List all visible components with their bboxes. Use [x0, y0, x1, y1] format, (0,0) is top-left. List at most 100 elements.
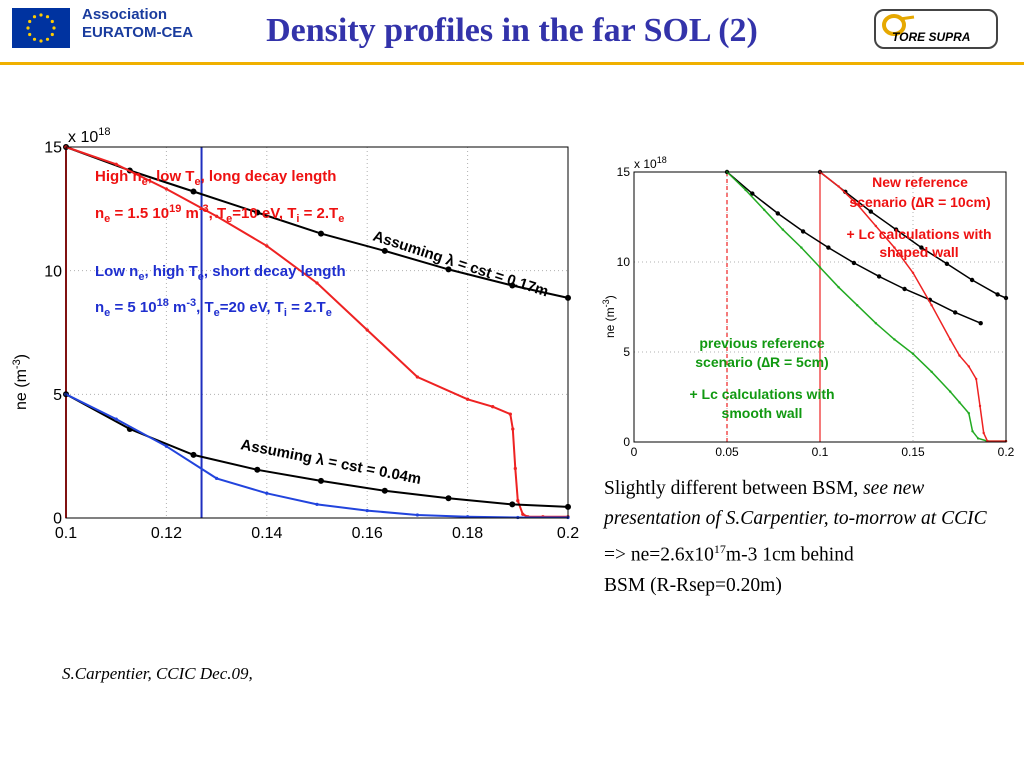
data-point: [874, 224, 878, 228]
caption-line2b: m-3 1cm behind: [725, 544, 854, 566]
org-line2: EURATOM-CEA: [82, 24, 194, 41]
data-point: [851, 260, 857, 266]
assume-short-label: Assuming λ = cst = 0.04m: [239, 436, 422, 488]
data-point: [967, 365, 971, 368]
data-point: [948, 390, 952, 393]
data-point: [508, 412, 512, 416]
right-chart: 0 0.05 0.1 0.15 0.2 0 5 10 15 x 1018 ne (m-3) N…: [601, 155, 1015, 459]
assume-long-label: Assuming λ = cst = 0.17m: [371, 228, 551, 301]
left-chart-ylabel: ne (m-3): [11, 354, 30, 410]
data-point: [381, 487, 388, 494]
data-point: [214, 476, 219, 481]
data-point: [911, 271, 915, 275]
left-chart-multiplier: x 1018: [68, 126, 111, 146]
eu-star-icon: [32, 37, 37, 41]
x-tick-label: 0.16: [352, 525, 383, 540]
x-tick-label: 0.2: [557, 525, 579, 540]
data-point: [948, 338, 952, 341]
data-point: [164, 444, 169, 448]
eu-star-icon: [50, 19, 54, 24]
eu-star-icon: [28, 32, 32, 37]
x-tick-label: 0.14: [251, 525, 282, 540]
caption-line3: BSM (R-Rsep=0.20m): [604, 574, 782, 596]
eu-star-icon: [52, 26, 56, 30]
data-point: [750, 191, 755, 196]
data-point: [465, 397, 470, 401]
data-point: [265, 244, 269, 248]
x-tick-label: 0.1: [55, 525, 77, 540]
right-chart-frame: [633, 171, 1007, 443]
data-point: [516, 499, 520, 503]
data-point: [953, 310, 958, 315]
data-point: [855, 203, 859, 206]
prev-ref-line2: scenario (∆R = 5cm): [695, 354, 828, 370]
data-point: [114, 417, 118, 421]
high-ne-label-line1: High ne, low Te, long decay length: [95, 168, 336, 188]
data-point: [511, 427, 515, 431]
data-point: [254, 209, 261, 216]
eu-flag-icon: [12, 8, 70, 48]
prev-lc-line1: + Lc calculations with: [689, 386, 834, 402]
data-point: [190, 188, 197, 195]
logo-text: TORE SUPRA: [892, 30, 971, 44]
data-point: [893, 338, 896, 341]
prev-lc-line2: smooth wall: [722, 405, 803, 421]
data-point: [837, 185, 840, 188]
left-chart-xticks: 0.1 0.12 0.14 0.16 0.18 0.2: [55, 525, 579, 540]
eu-star-icon: [32, 15, 37, 19]
org-line1: Association: [82, 6, 168, 23]
caption-line2-sup: 17: [713, 542, 726, 556]
data-point: [978, 404, 982, 408]
y-tick-label: 5: [53, 387, 62, 404]
data-point: [491, 405, 495, 409]
eu-star-icon: [45, 15, 50, 19]
right-chart-yticks: 0 5 10 15: [617, 165, 631, 449]
data-point: [967, 411, 971, 415]
data-point: [381, 247, 388, 254]
right-chart-multiplier: x 1018: [634, 155, 667, 171]
org-name: Association EURATOM-CEA: [82, 6, 193, 42]
left-chart: 0.1 0.12 0.14 0.16 0.18 0.2 0 5 10 15 x 1018 ne …: [11, 126, 579, 540]
data-point: [958, 354, 961, 357]
data-point: [818, 266, 822, 269]
eu-star-icon: [28, 19, 32, 24]
tore-supra-logo-icon: [882, 14, 915, 36]
data-point: [509, 501, 516, 508]
y-tick-label: 10: [617, 255, 631, 269]
data-point: [415, 375, 420, 379]
data-point: [513, 466, 517, 471]
data-point: [919, 245, 924, 250]
y-tick-label: 15: [44, 140, 62, 157]
data-point: [214, 214, 219, 218]
x-tick-label: 0.1: [812, 445, 829, 459]
data-point: [521, 512, 525, 516]
prev-ref-line1: previous reference: [699, 335, 824, 351]
right-chart-ylabel: ne (m-3): [601, 295, 617, 338]
eu-star-icon: [45, 37, 50, 41]
data-point: [445, 266, 452, 273]
left-chart-frame: [65, 146, 569, 519]
new-lc-line2: shaped wall: [879, 244, 958, 260]
right-chart-vertical-lines: [726, 172, 821, 442]
left-chart-yticks: 0 5 10 15: [44, 140, 62, 528]
left-chart-series: [63, 144, 571, 520]
y-tick-label: 0: [623, 435, 630, 449]
data-point: [265, 491, 269, 495]
data-point: [445, 495, 452, 502]
y-tick-label: 0: [53, 511, 62, 528]
new-ref-line1: New reference: [872, 174, 968, 190]
eu-star-icon: [39, 13, 43, 17]
data-point: [893, 246, 896, 249]
data-point: [318, 477, 324, 484]
data-point: [902, 286, 907, 292]
data-point: [893, 227, 899, 232]
right-chart-series: [724, 169, 1009, 443]
data-point: [974, 377, 978, 381]
x-tick-label: 0.12: [151, 525, 182, 540]
data-point: [365, 508, 369, 513]
data-point: [971, 429, 974, 433]
data-point: [978, 321, 983, 326]
y-tick-label: 10: [44, 263, 62, 280]
caption-italic: see new presentation of S.Carpentier, to…: [604, 478, 987, 529]
data-point: [930, 303, 933, 307]
